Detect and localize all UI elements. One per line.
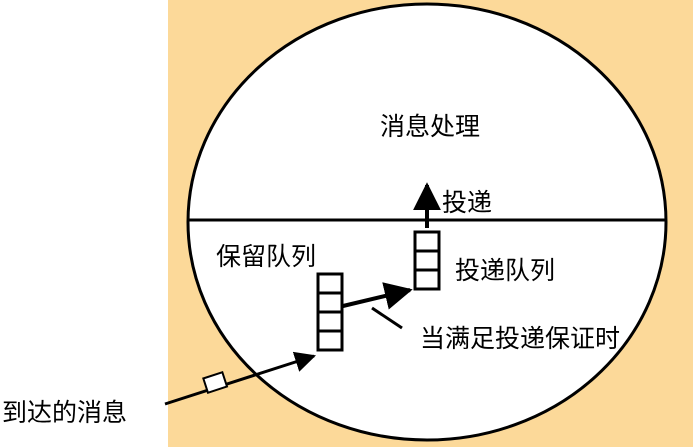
condition-label: 当满足投递保证时 [420, 324, 621, 353]
transfer-arrow [342, 282, 413, 310]
delivery-queue [413, 230, 441, 291]
processing-label: 消息处理 [380, 112, 481, 141]
hold-queue [316, 272, 344, 352]
arriving-message-label: 到达的消息 [2, 398, 128, 427]
delivery-label: 投递 [442, 188, 493, 217]
queue-cell [413, 268, 441, 291]
queue-cell [413, 249, 441, 272]
hold-queue-label: 保留队列 [216, 242, 317, 271]
queue-cell [316, 291, 344, 314]
queue-cell [316, 329, 344, 352]
queue-cell [316, 272, 344, 295]
queue-cell [316, 310, 344, 333]
incoming-arrow [164, 351, 316, 406]
delivery-queue-label: 投递队列 [455, 256, 556, 285]
condition-pointer [371, 306, 403, 330]
message-token [202, 370, 229, 394]
queue-cell [413, 230, 441, 253]
